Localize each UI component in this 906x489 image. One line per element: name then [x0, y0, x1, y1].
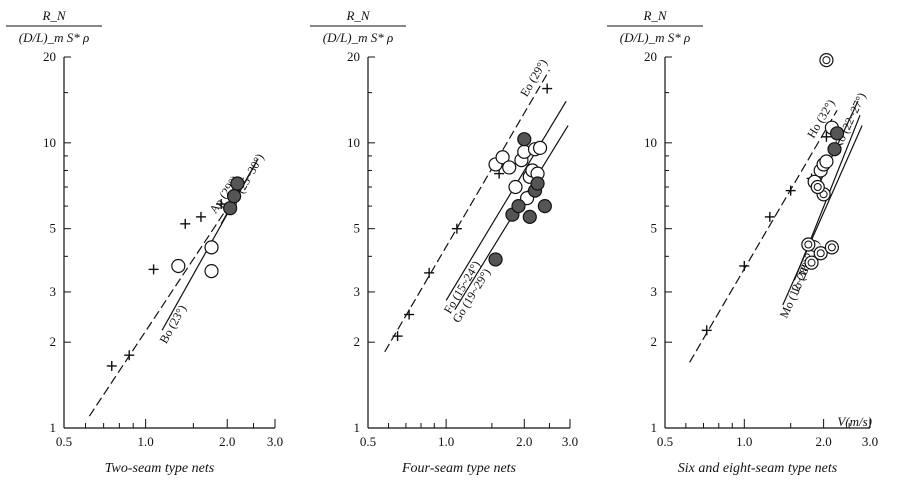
y-tick-label: 2	[50, 334, 57, 349]
data-point-cross	[392, 331, 403, 342]
data-point-filled-circle	[227, 189, 242, 204]
y-tick-label: 10	[43, 135, 56, 150]
data-point-filled-circle	[522, 209, 537, 224]
x-axis-label: V(m/s)	[837, 414, 872, 429]
x-tick-label: 1.0	[438, 434, 454, 449]
data-point-cross	[106, 360, 117, 371]
y-tick-label: 10	[347, 135, 360, 150]
data-point-filled-circle	[829, 126, 845, 141]
y-tick-label: 1	[50, 420, 57, 435]
y-axis-label-denominator: (D/L)_m S* ρ	[620, 30, 691, 45]
data-point-cross	[821, 131, 832, 142]
x-tick-label: 0.5	[360, 434, 376, 449]
data-point-cross	[701, 325, 712, 336]
data-point-open-circle	[532, 140, 548, 155]
fit-line-mo-12-28	[782, 125, 863, 306]
data-point-double-circle	[813, 246, 828, 261]
y-axis-label-numerator: R_N	[642, 8, 667, 23]
data-point-cross	[739, 260, 750, 271]
fit-line-ap-29	[88, 186, 242, 417]
y-tick-label: 5	[354, 221, 361, 236]
data-point-cross	[542, 83, 553, 94]
data-point-cross	[785, 185, 796, 196]
y-tick-label: 5	[651, 221, 658, 236]
fit-line-fo-15-24	[445, 100, 567, 301]
data-point-open-circle	[508, 179, 523, 195]
data-point-cross	[404, 309, 415, 320]
data-point-cross	[424, 267, 435, 278]
fit-line-eo-29	[384, 69, 550, 353]
data-point-cross	[764, 211, 775, 222]
y-tick-label: 20	[347, 49, 360, 64]
y-tick-label: 2	[651, 334, 658, 349]
y-tick-label: 20	[644, 49, 657, 64]
y-tick-label: 1	[354, 420, 361, 435]
data-point-double-circle	[804, 255, 819, 270]
panel-six-eight-seam: 1 2 3 5 10 20 0.5 1.0 2.0 3.0 R_N (D/L)_m S* ρ V(m/s…	[607, 8, 878, 476]
fit-line-ho-32	[689, 110, 838, 363]
data-point-cross	[148, 264, 159, 275]
data-point-open-circle	[495, 150, 510, 165]
data-point-filled-circle	[223, 201, 238, 216]
data-point-filled-circle	[530, 176, 545, 191]
data-point-open-circle	[204, 240, 219, 255]
x-tick-label: 0.5	[657, 434, 673, 449]
panel-caption: Four-seam type nets	[401, 461, 517, 476]
data-point-cross	[124, 350, 135, 361]
x-tick-label: 0.5	[56, 434, 72, 449]
y-tick-label: 20	[43, 49, 56, 64]
data-point-double-circle	[819, 53, 834, 68]
y-tick-label: 3	[50, 284, 57, 299]
data-point-filled-circle	[517, 132, 532, 147]
y-axis-label-numerator: R_N	[345, 8, 370, 23]
panel-caption: Six and eight-seam type nets	[678, 461, 838, 476]
x-tick-label: 2.0	[219, 434, 235, 449]
data-point-open-circle	[204, 263, 219, 279]
x-tick-label: 3.0	[562, 434, 578, 449]
data-point-open-circle	[171, 258, 186, 274]
x-tick-label: 1.0	[736, 434, 752, 449]
x-tick-label: 3.0	[862, 434, 878, 449]
data-point-filled-circle	[230, 176, 245, 191]
data-point-double-circle	[801, 237, 816, 252]
panel-caption: Two-seam type nets	[105, 461, 215, 476]
data-point-cross	[195, 211, 206, 222]
y-axis-label-numerator: R_N	[41, 8, 66, 23]
data-point-open-circle	[502, 160, 517, 175]
x-tick-label: 2.0	[815, 434, 831, 449]
y-axis-label-denominator: (D/L)_m S* ρ	[19, 30, 90, 45]
x-tick-label: 3.0	[267, 434, 283, 449]
data-point-cross	[451, 223, 462, 234]
data-point-double-circle	[810, 179, 825, 195]
data-point-double-circle	[824, 240, 839, 255]
x-tick-label: 1.0	[138, 434, 154, 449]
x-tick-label: 2.0	[516, 434, 532, 449]
fit-line-label-bo-23: Bo (23°)	[156, 303, 189, 346]
y-axis-label-denominator: (D/L)_m S* ρ	[323, 30, 394, 45]
data-point-cross	[180, 218, 191, 229]
data-point-filled-circle	[537, 199, 552, 214]
y-tick-label: 1	[651, 420, 658, 435]
y-tick-label: 2	[354, 334, 361, 349]
data-point-filled-circle	[488, 252, 503, 267]
data-point-open-circle	[819, 154, 834, 169]
data-point-filled-circle	[827, 142, 842, 157]
y-tick-label: 5	[50, 221, 57, 236]
y-tick-label: 3	[651, 284, 658, 299]
y-tick-label: 10	[644, 135, 657, 150]
y-tick-label: 3	[354, 284, 361, 299]
data-point-filled-circle	[511, 199, 526, 214]
